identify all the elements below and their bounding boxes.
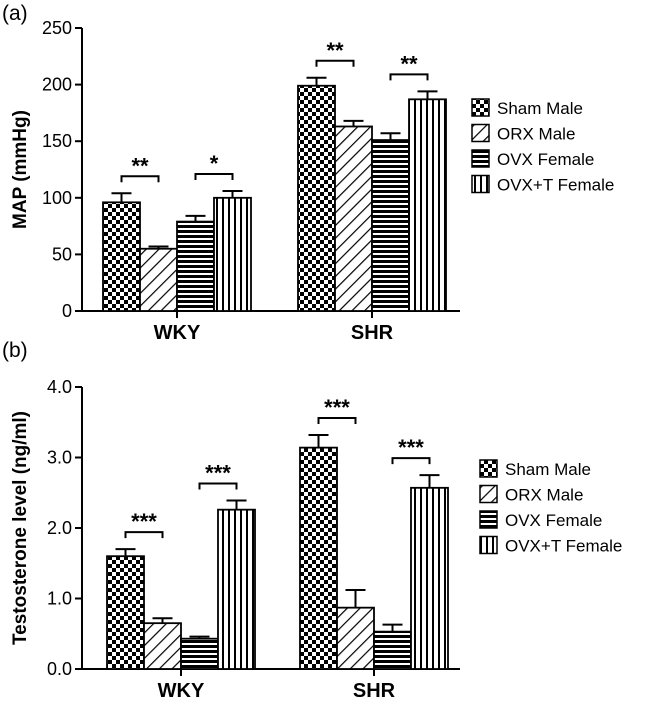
y-tick-label: 250: [42, 18, 72, 38]
bar: [143, 622, 182, 670]
legend-swatch: [479, 484, 498, 504]
significance-bracket: [120, 175, 160, 183]
legend-label: OVX Female: [497, 150, 594, 169]
bar: [106, 555, 145, 670]
legend-label: OVX+T Female: [497, 176, 614, 195]
significance-bracket: [315, 59, 355, 67]
y-tick-label: 200: [42, 75, 72, 95]
significance-label: **: [131, 153, 149, 178]
bar: [176, 220, 215, 312]
significance-label: **: [400, 51, 418, 76]
significance-bracket: [124, 531, 164, 539]
legend-label: OVX+T Female: [505, 537, 622, 556]
significance-label: **: [326, 38, 344, 63]
y-axis-title: MAP (mmHg): [10, 110, 31, 229]
bar: [297, 84, 336, 312]
significance-label: *: [210, 151, 219, 176]
legend-label: Sham Male: [505, 460, 591, 479]
x-tick-label: WKY: [158, 680, 205, 702]
significance-bracket: [389, 73, 429, 81]
panel-label: (a): [2, 2, 28, 25]
legend-swatch: [479, 535, 498, 555]
x-tick-label: SHR: [353, 680, 396, 702]
panel-b: (b) 0.0 1.0 2.0 3.0 4.0 Testosterone level (ng…: [2, 339, 622, 702]
legend-label: Sham Male: [497, 99, 583, 118]
bar: [102, 201, 141, 312]
legend-label: ORX Male: [497, 125, 575, 144]
bar: [371, 139, 410, 312]
bar: [408, 98, 447, 312]
bar: [213, 196, 252, 312]
legend-swatch: [479, 510, 498, 529]
legend-label: ORX Male: [505, 486, 583, 505]
bar: [336, 606, 375, 670]
significance-bracket: [198, 482, 238, 490]
y-tick-label: 1.0: [47, 589, 72, 609]
bar: [139, 247, 178, 312]
significance-label: ***: [324, 395, 350, 420]
x-tick-label: WKY: [154, 322, 201, 344]
significance-bracket: [317, 416, 357, 424]
y-tick-label: 150: [42, 131, 72, 151]
bar: [180, 637, 219, 670]
legend-swatch: [471, 98, 490, 117]
legend-label: OVX Female: [505, 511, 602, 530]
panel-label: (b): [2, 339, 28, 362]
legend-swatch: [471, 149, 490, 168]
y-tick-label: 2.0: [47, 518, 72, 538]
legend-swatch: [471, 174, 490, 194]
bar: [334, 125, 373, 312]
y-tick-label: 0.0: [47, 659, 72, 679]
y-tick-label: 100: [42, 188, 72, 208]
bar: [410, 486, 449, 670]
y-axis-title: Testosterone level (ng/ml): [10, 411, 31, 645]
bar: [373, 630, 412, 670]
bar: [217, 508, 256, 670]
significance-label: ***: [131, 509, 157, 534]
y-tick-label: 4.0: [47, 377, 72, 397]
y-tick-label: 50: [52, 244, 72, 264]
legend-swatch: [479, 459, 498, 478]
significance-bracket: [194, 173, 234, 181]
significance-label: ***: [205, 461, 231, 486]
y-tick-label: 0: [62, 301, 72, 321]
significance-label: ***: [398, 435, 424, 460]
x-tick-label: SHR: [351, 322, 394, 344]
bar: [299, 446, 338, 670]
legend-swatch: [471, 123, 490, 143]
y-tick-label: 3.0: [47, 448, 72, 468]
significance-bracket: [391, 457, 431, 465]
